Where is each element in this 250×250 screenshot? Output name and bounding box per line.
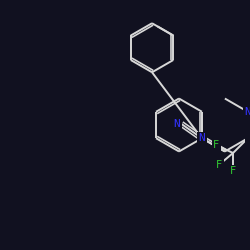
Text: F: F <box>230 166 236 176</box>
Text: N: N <box>174 119 180 129</box>
Text: N: N <box>198 133 205 143</box>
Text: F: F <box>213 140 220 150</box>
Text: F: F <box>216 160 222 170</box>
Text: N: N <box>244 107 250 117</box>
